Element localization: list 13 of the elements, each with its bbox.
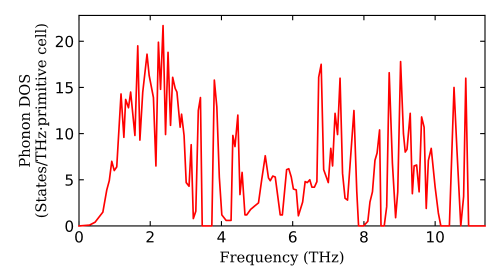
y-tick-label: 20 [56, 36, 74, 48]
x-tick-label: 4 [217, 231, 226, 242]
y-tick-label: 15 [56, 82, 73, 94]
y-axis-title: Phonon DOS (States/THz·primitive cell) [18, 24, 50, 218]
x-tick-label: 0 [75, 231, 83, 243]
x-tick-label: 10 [427, 231, 444, 243]
x-tick-label: 6 [288, 231, 297, 243]
y-tick-label: 10 [56, 128, 74, 140]
y-tick-label: 5 [66, 174, 73, 186]
x-tick-label: 8 [360, 231, 368, 243]
x-tick-label: 2 [146, 231, 154, 242]
y-tick-label: 0 [65, 220, 74, 232]
x-axis-title: Frequency (THz) [220, 251, 344, 266]
